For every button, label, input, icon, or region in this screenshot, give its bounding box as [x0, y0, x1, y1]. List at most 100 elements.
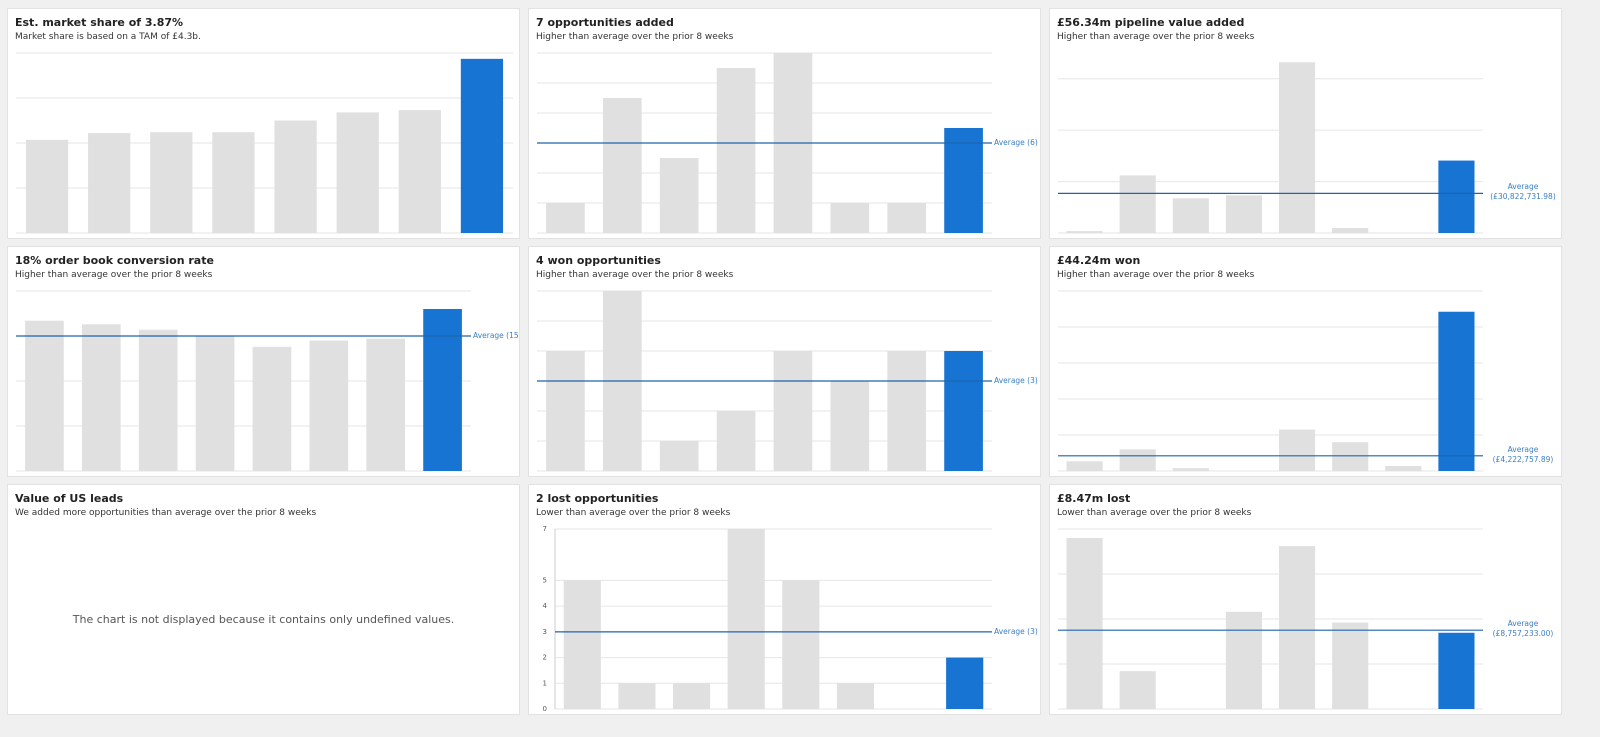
y-tick-label: 3 [543, 628, 547, 636]
bar [366, 338, 406, 471]
bar [1119, 671, 1156, 709]
bar [782, 580, 820, 709]
bar [460, 58, 504, 233]
bar [25, 320, 64, 471]
bar [716, 411, 756, 471]
panel-subtitle: Higher than average over the prior 8 wee… [536, 270, 734, 280]
bar [546, 351, 585, 471]
bar [1332, 442, 1369, 471]
y-tick-label: 0 [543, 705, 547, 713]
panel-title: £56.34m pipeline value added [1057, 16, 1245, 29]
bar [1279, 429, 1316, 471]
bar [274, 120, 317, 233]
average-label: Average (3) [994, 376, 1038, 385]
panel-subtitle: Higher than average over the prior 8 wee… [536, 32, 734, 42]
empty-message: The chart is not displayed because it co… [72, 613, 455, 626]
panel: Est. market share of 3.87% Market share i… [7, 8, 520, 239]
bar [1438, 160, 1475, 233]
bar [1066, 538, 1103, 709]
bar [1385, 465, 1422, 471]
bar [946, 657, 984, 709]
bar [1172, 468, 1209, 471]
bar [836, 683, 875, 709]
bar [1332, 622, 1369, 709]
bar [252, 346, 292, 471]
y-tick-label: 1 [543, 679, 547, 687]
average-label: Average (3) [994, 626, 1038, 636]
bar [423, 309, 462, 471]
panel-title: 4 won opportunities [536, 254, 661, 267]
panel-subtitle: We added more opportunities than average… [15, 508, 317, 518]
bar [716, 68, 756, 233]
average-label: Average (15%) [473, 331, 519, 340]
chart: 0 1 2 3 4 5 7 [543, 525, 992, 713]
bar [546, 203, 585, 233]
y-tick-label: 4 [543, 602, 548, 610]
bar [659, 441, 699, 471]
bar [830, 381, 870, 471]
bar [618, 683, 656, 709]
bar [1438, 311, 1475, 471]
chart [1058, 528, 1483, 710]
bar [1119, 175, 1156, 233]
y-tick-label: 2 [543, 654, 547, 662]
chart [1058, 290, 1483, 472]
bar [887, 203, 927, 233]
bar [944, 128, 983, 233]
panel-title: £8.47m lost [1057, 492, 1131, 505]
panel-subtitle: Market share is based on a TAM of £4.3b. [15, 32, 201, 42]
average-label: Average (6) [994, 138, 1038, 147]
bar [81, 324, 121, 471]
bar [1279, 62, 1316, 233]
y-tick-label: 5 [543, 576, 547, 584]
bar [773, 351, 813, 471]
panel-title: 2 lost opportunities [536, 492, 659, 505]
panel: £56.34m pipeline value added Higher than … [1049, 8, 1562, 239]
bar [659, 158, 699, 233]
bar [830, 203, 870, 233]
chart [537, 290, 992, 472]
y-tick-label: 7 [543, 525, 547, 533]
bar [887, 351, 927, 471]
bar [672, 683, 711, 709]
average-label: Average (£30,822,731.98) [1490, 182, 1556, 202]
panel-title: 18% order book conversion rate [15, 254, 214, 267]
chart [537, 52, 992, 234]
panel-title: 7 opportunities added [536, 16, 674, 29]
bar [336, 112, 379, 233]
panel-title: Est. market share of 3.87% [15, 16, 184, 29]
bar [1172, 198, 1209, 233]
chart [1058, 62, 1483, 234]
bar [1066, 231, 1103, 233]
average-label: Average (£4,222,757.89) [1492, 444, 1554, 464]
panel: £8.47m lost Lower than average over the p… [1049, 484, 1562, 715]
panel: 7 opportunities added Higher than average… [528, 8, 1041, 239]
panel-title: £44.24m won [1057, 254, 1141, 267]
bar [563, 580, 601, 709]
chart [16, 52, 513, 234]
panel-subtitle: Lower than average over the prior 8 week… [536, 508, 731, 518]
bar [150, 132, 193, 233]
dashboard: Est. market share of 3.87% Market share i… [7, 8, 1562, 715]
bar [88, 133, 131, 233]
bar [1066, 461, 1103, 471]
bar [398, 110, 441, 233]
bar [309, 340, 349, 471]
chart [16, 290, 471, 472]
panel: 2 lost opportunities Lower than average o… [528, 484, 1041, 715]
bar [1332, 227, 1369, 233]
panel: 18% order book conversion rate Higher tha… [7, 246, 520, 477]
bar [944, 351, 983, 471]
panel-subtitle: Higher than average over the prior 8 wee… [15, 270, 213, 280]
panel: Value of US leads We added more opportuni… [7, 484, 520, 715]
bar [1119, 449, 1156, 471]
panel-subtitle: Higher than average over the prior 8 wee… [1057, 32, 1255, 42]
bar [1225, 611, 1262, 709]
bar [1279, 546, 1316, 709]
panel-title: Value of US leads [15, 492, 124, 505]
panel: 4 won opportunities Higher than average o… [528, 246, 1041, 477]
bar [1225, 195, 1262, 233]
panel-subtitle: Higher than average over the prior 8 wee… [1057, 270, 1255, 280]
bar [138, 329, 178, 471]
